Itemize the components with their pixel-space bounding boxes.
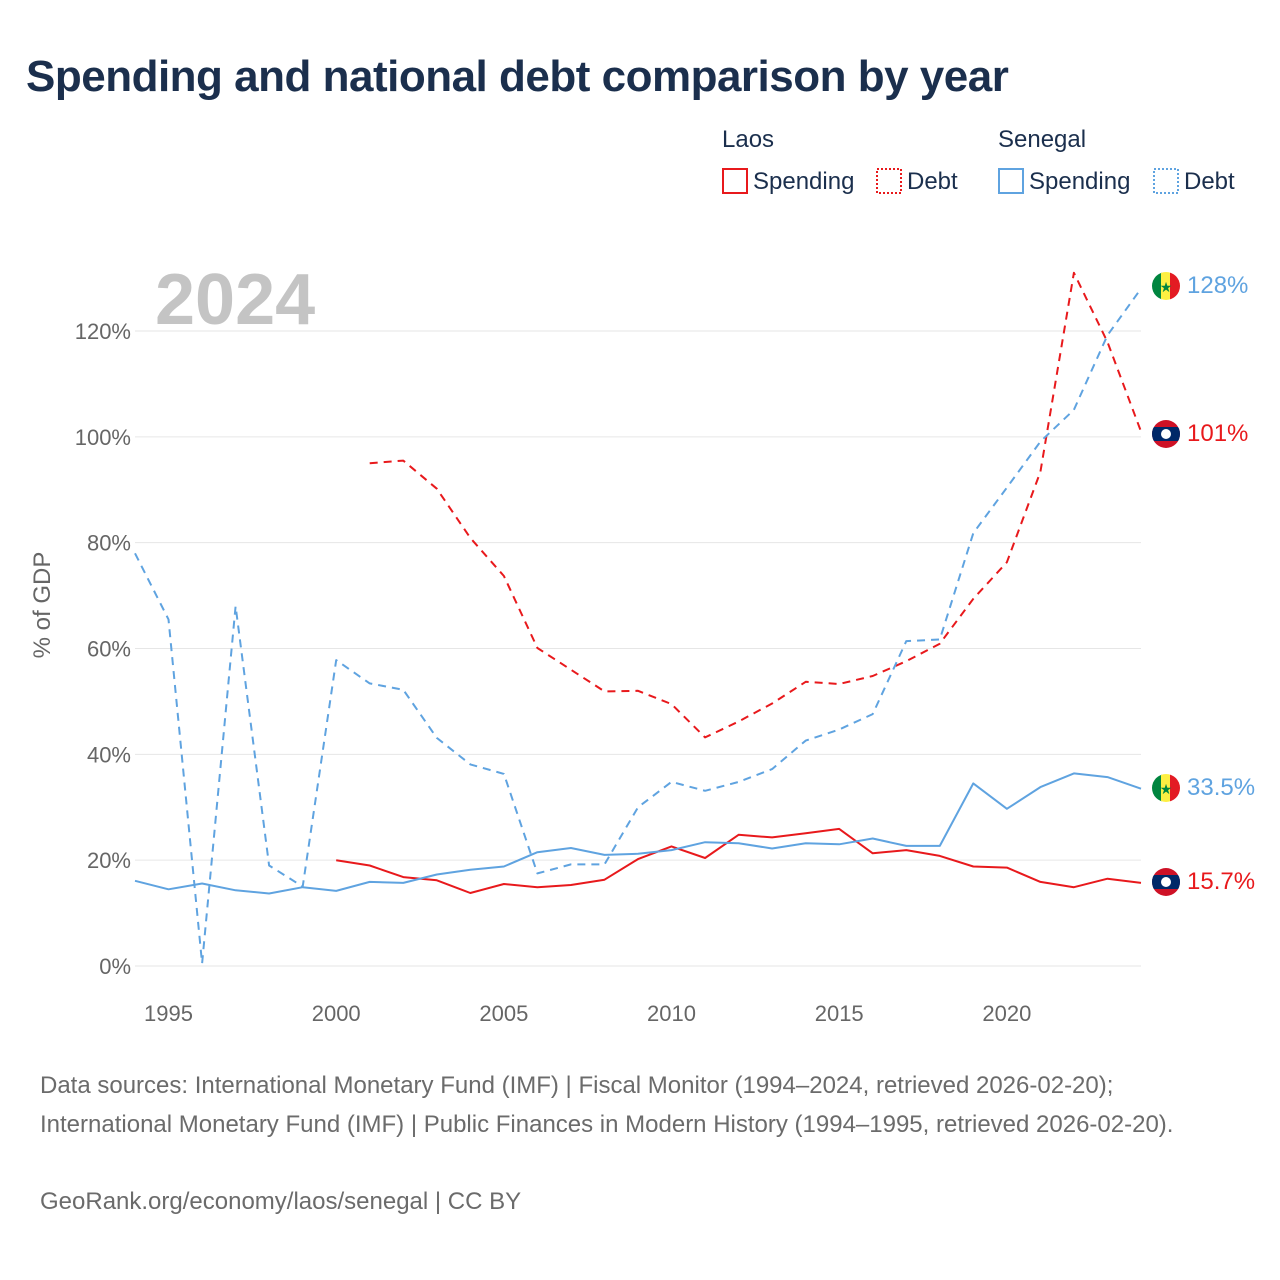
legend-swatch-senegal-spending	[998, 168, 1024, 194]
series-line-laos-spending	[336, 827, 1142, 894]
y-tick-label: 120%	[75, 319, 131, 344]
legend-item-senegal-debt[interactable]: Debt	[1184, 168, 1235, 195]
legend-group-senegal: Senegal	[998, 126, 1086, 153]
senegal-flag-icon: ★	[1152, 272, 1180, 300]
legend-swatch-senegal-debt	[1153, 168, 1179, 194]
series-line-senegal-debt	[134, 288, 1142, 965]
page-title: Spending and national debt comparison by…	[26, 52, 1009, 101]
end-label-laos-spending: 15.7%	[1187, 868, 1255, 895]
legend: Laos Spending Debt Senegal Spending Debt	[722, 126, 1235, 195]
laos-flag-icon	[1152, 868, 1180, 896]
y-axis-ticks: 0% 20% 40% 60% 80% 100% 120%	[75, 319, 131, 979]
series-lines	[134, 271, 1142, 965]
y-tick-label: 0%	[99, 954, 131, 979]
y-tick-label: 100%	[75, 425, 131, 450]
x-tick-label: 2020	[982, 1001, 1031, 1026]
y-tick-label: 20%	[87, 848, 131, 873]
end-label-laos-debt: 101%	[1187, 420, 1248, 447]
x-tick-label: 1995	[144, 1001, 193, 1026]
y-tick-label: 80%	[87, 531, 131, 556]
end-label-senegal-debt: 128%	[1187, 272, 1248, 299]
y-tick-label: 60%	[87, 637, 131, 662]
legend-group-laos: Laos	[722, 126, 774, 153]
svg-text:★: ★	[1160, 279, 1173, 295]
legend-item-laos-debt[interactable]: Debt	[907, 168, 958, 195]
y-axis-title: % of GDP	[29, 552, 56, 659]
x-axis-ticks: 1995 2000 2005 2010 2015 2020	[144, 1001, 1031, 1026]
end-label-senegal-spending: 33.5%	[1187, 774, 1255, 801]
series-line-laos-debt	[369, 271, 1142, 739]
x-tick-label: 2010	[647, 1001, 696, 1026]
x-tick-label: 2000	[312, 1001, 361, 1026]
x-tick-label: 2015	[815, 1001, 864, 1026]
data-sources: Data sources: International Monetary Fun…	[40, 1072, 1174, 1138]
legend-swatch-laos-debt	[876, 168, 902, 194]
legend-item-laos-spending[interactable]: Spending	[753, 168, 854, 195]
gridlines	[135, 330, 1141, 967]
x-tick-label: 2005	[479, 1001, 528, 1026]
series-line-senegal-spending	[134, 772, 1142, 895]
chart: Laos Spending Debt Senegal Spending Debt…	[29, 126, 1255, 1026]
year-label: 2024	[155, 260, 315, 340]
senegal-flag-icon: ★	[1152, 774, 1180, 802]
legend-swatch-laos-spending	[722, 168, 748, 194]
laos-flag-icon	[1152, 420, 1180, 448]
svg-text:★: ★	[1160, 781, 1173, 797]
y-tick-label: 40%	[87, 742, 131, 767]
credit-link[interactable]: GeoRank.org/economy/laos/senegal | CC BY	[40, 1188, 522, 1215]
legend-item-senegal-spending[interactable]: Spending	[1029, 168, 1130, 195]
